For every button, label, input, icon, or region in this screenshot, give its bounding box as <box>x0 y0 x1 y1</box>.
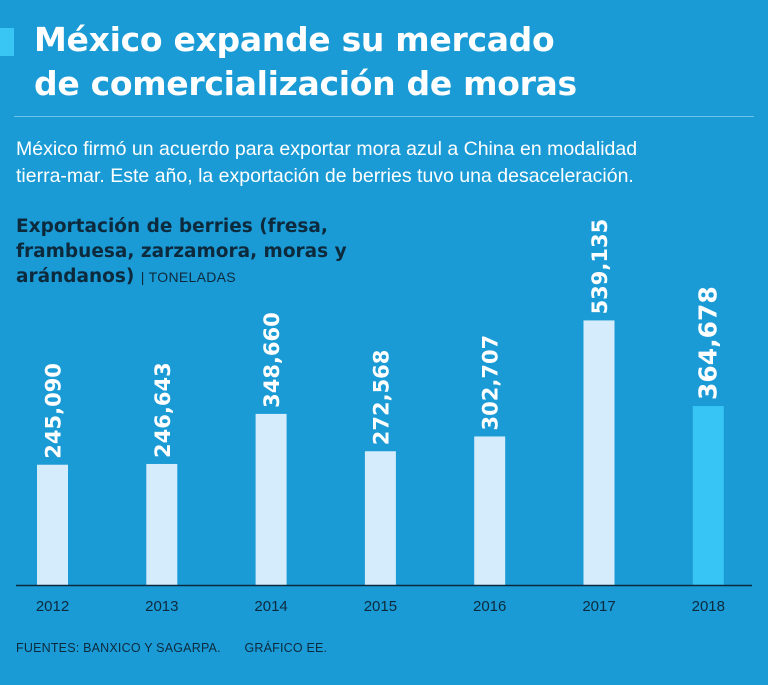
bar-2013 <box>146 463 178 585</box>
data-label-2015: 272,568 <box>369 350 393 446</box>
credit-text: GRÁFICO EE. <box>244 641 328 655</box>
x-tick-labels: 2012 2013 2014 2015 2016 2017 2018 <box>36 598 725 615</box>
title-line-2: de comercialización de moras <box>34 64 577 103</box>
chart-title-line-2: frambuesa, zarzamora, moras y <box>16 241 347 262</box>
bar-2014 <box>255 413 287 585</box>
chart-title-line-3-text: arándanos) <box>16 266 135 287</box>
x-tick-2015: 2015 <box>364 598 397 615</box>
x-tick-2016: 2016 <box>473 598 506 615</box>
page-title: México expande su mercado de comercializ… <box>34 18 754 106</box>
x-tick-2018: 2018 <box>692 598 725 615</box>
data-label-2018: 364,678 <box>693 286 722 400</box>
title-line-1: México expande su mercado <box>34 20 555 59</box>
subtitle-line-1: México firmó un acuerdo para exportar mo… <box>16 138 638 160</box>
x-tick-2013: 2013 <box>145 598 178 615</box>
data-label-2014: 348,660 <box>260 312 284 408</box>
chart-unit-label: | TONELADAS <box>140 269 236 285</box>
bar-group: 245,090 246,643 348,660 272,568 302,707 539,1… <box>37 219 724 585</box>
data-label-2017: 539,135 <box>588 219 612 315</box>
data-label-2016: 302,707 <box>479 335 503 431</box>
chart-title: Exportación de berries (fresa, frambuesa… <box>16 214 436 290</box>
x-tick-2017: 2017 <box>582 598 615 615</box>
source-footer: FUENTES: BANXICO Y SAGARPA. GRÁFICO EE. <box>16 641 347 655</box>
chart-title-line-1: Exportación de berries (fresa, <box>16 216 328 237</box>
data-label-2013: 246,643 <box>151 362 175 458</box>
data-label-2012: 245,090 <box>42 363 66 459</box>
x-tick-2012: 2012 <box>36 598 69 615</box>
bar-2012 <box>37 464 68 585</box>
bar-2018 <box>692 406 724 585</box>
subtitle-line-2: tierra-mar. Este año, la exportación de … <box>16 165 634 187</box>
source-text: FUENTES: BANXICO Y SAGARPA. <box>16 641 221 655</box>
bar-2015 <box>364 451 396 585</box>
title-accent-bar <box>0 28 14 56</box>
x-tick-2014: 2014 <box>254 598 287 615</box>
bar-2016 <box>474 436 506 585</box>
chart-title-line-3: arándanos) | TONELADAS <box>16 264 436 290</box>
bar-2017 <box>583 320 615 585</box>
title-divider <box>14 116 754 117</box>
page-subtitle: México firmó un acuerdo para exportar mo… <box>16 136 756 190</box>
